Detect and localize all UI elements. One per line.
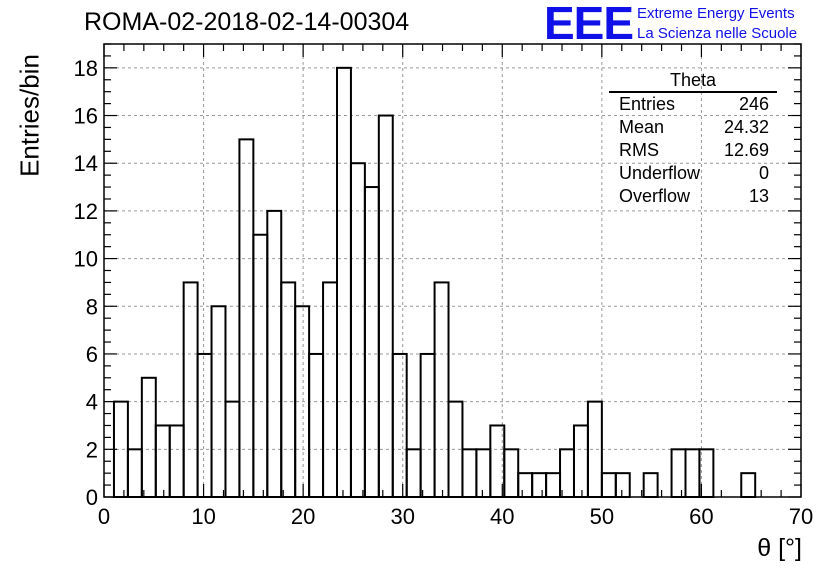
- histogram-bar: [308, 352, 325, 498]
- histogram-bar: [475, 448, 492, 499]
- stats-label: Mean: [619, 117, 665, 137]
- logo-line-2: La Scienza nelle Scuole: [637, 25, 798, 42]
- x-tick-label: 40: [490, 504, 514, 529]
- x-tick-label: 30: [390, 504, 414, 529]
- x-tick-label: 50: [590, 504, 614, 529]
- y-tick-label: 2: [86, 437, 98, 462]
- stats-row-overflow: Overflow 13: [609, 185, 777, 208]
- y-tick-label: 0: [86, 485, 98, 510]
- eee-logo: EEE: [544, 0, 634, 49]
- stats-row-mean: Mean 24.32: [609, 116, 777, 139]
- y-tick-label: 4: [86, 390, 98, 415]
- stats-label: Overflow: [619, 186, 691, 206]
- histogram-bar: [168, 424, 185, 499]
- histogram-bar: [405, 448, 422, 499]
- histogram-bar: [349, 162, 366, 498]
- x-tick-label: 10: [191, 504, 215, 529]
- y-tick-label: 6: [86, 342, 98, 367]
- histogram-bar: [335, 66, 352, 498]
- histogram-bar: [182, 281, 199, 498]
- stats-value: 0: [758, 163, 769, 183]
- histogram-bar: [670, 448, 687, 499]
- x-tick-label: 60: [689, 504, 713, 529]
- y-tick-label: 12: [74, 199, 98, 224]
- histogram-bar: [531, 472, 548, 499]
- y-tick-label: 10: [74, 247, 98, 272]
- histogram-bar: [517, 472, 534, 499]
- y-axis-label: Entries/bin: [14, 54, 45, 177]
- histogram-bar: [433, 281, 450, 498]
- stats-value: 24.32: [723, 117, 769, 137]
- y-tick-label: 8: [86, 294, 98, 319]
- histogram-bar: [600, 472, 617, 499]
- histogram-bar: [322, 281, 338, 498]
- stats-value: 13: [748, 186, 769, 206]
- stats-label: Entries: [619, 94, 676, 114]
- x-tick-label: 70: [789, 504, 813, 529]
- histogram-bar: [545, 472, 562, 499]
- stats-value: 12.69: [723, 140, 769, 160]
- histogram-bar: [572, 424, 589, 499]
- stats-value: 246: [738, 94, 769, 114]
- histogram-bar: [740, 472, 757, 499]
- x-axis-label: θ [°]: [757, 534, 802, 562]
- y-tick-label: 14: [74, 151, 98, 176]
- histogram-bar: [238, 138, 255, 499]
- histogram-bar: [642, 472, 659, 499]
- histogram-bar: [154, 424, 171, 499]
- histogram-bar: [126, 448, 143, 499]
- histogram-bar: [419, 352, 436, 498]
- histogram-bar: [503, 448, 520, 499]
- histogram-bar: [196, 352, 213, 498]
- histogram-bar: [391, 352, 408, 498]
- histogram-bar: [363, 186, 380, 498]
- stats-box: Theta Entries 246 Mean 24.32 RMS 12.69 U…: [609, 70, 777, 208]
- stats-row-underflow: Underflow 0: [609, 162, 777, 185]
- stats-label: Underflow: [619, 163, 701, 183]
- stats-label: RMS: [619, 140, 659, 160]
- stats-row-rms: RMS 12.69: [609, 139, 777, 162]
- histogram-bar: [461, 448, 478, 499]
- y-tick-label: 16: [74, 104, 98, 129]
- y-tick-label: 18: [74, 56, 98, 81]
- x-tick-label: 20: [291, 504, 315, 529]
- histogram-bar: [140, 376, 157, 498]
- histogram-bar: [614, 472, 631, 499]
- histogram-bar: [684, 448, 701, 499]
- histogram-bar: [280, 281, 297, 498]
- histogram-bar: [559, 448, 575, 499]
- stats-row-entries: Entries 246: [609, 93, 777, 116]
- logo-line-1: Extreme Energy Events: [637, 5, 795, 22]
- histogram-bar: [252, 233, 269, 498]
- stats-title: Theta: [609, 70, 777, 93]
- x-tick-label: 0: [98, 504, 110, 529]
- chart-title: ROMA-02-2018-02-14-00304: [84, 8, 410, 36]
